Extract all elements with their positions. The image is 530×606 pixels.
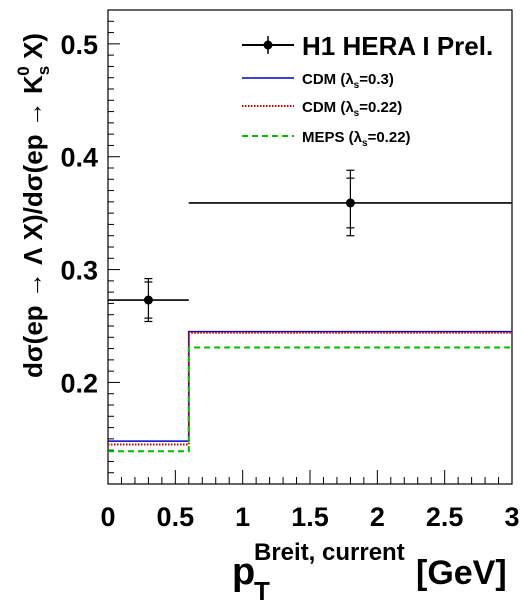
- x-axis-title-sup: Breit, current: [254, 539, 405, 566]
- model-line-1: [108, 331, 512, 446]
- model-lines: [108, 330, 512, 453]
- model-line-2: [108, 346, 512, 453]
- y-axis-title-sup: 0: [14, 66, 33, 75]
- y-tick-label: 0.3: [60, 256, 98, 286]
- y-tick-label: 0.4: [60, 143, 98, 173]
- y-minor-ticks: [108, 20, 120, 474]
- legend-marker-data: [263, 40, 273, 50]
- x-tick-label: 3: [504, 502, 519, 532]
- legend-label-data: H1 HERA I Prel.: [302, 31, 493, 61]
- y-axis-title: dσ(ep → Λ X)/dσ(ep → Ks0 X): [14, 33, 53, 378]
- x-tick-label: 1.5: [291, 502, 329, 532]
- x-axis-title-main: p: [232, 551, 255, 593]
- y-axis-title-main: dσ(ep → Λ X)/dσ(ep → K: [18, 75, 48, 378]
- x-minor-ticks: [107, 470, 513, 484]
- x-tick-label: 1: [235, 502, 250, 532]
- data-point: [345, 198, 355, 208]
- x-axis-title-sub: T: [254, 576, 270, 606]
- x-tick-label: 2.5: [426, 502, 464, 532]
- x-axis-title: p: [232, 551, 255, 593]
- x-tick-label: 2: [370, 502, 385, 532]
- legend: H1 HERA I Prel. CDM (λs=0.3) CDM (λs=0.2…: [242, 31, 493, 149]
- y-tick-label: 0.5: [60, 30, 98, 60]
- data-point: [143, 295, 153, 305]
- x-axis-title-unit: [GeV]: [416, 554, 507, 592]
- y-tick-labels: 0.2 0.3 0.4 0.5: [60, 30, 98, 399]
- x-tick-label: 0: [100, 502, 115, 532]
- y-tick-label: 0.2: [60, 368, 98, 398]
- x-tick-label: 0.5: [157, 502, 195, 532]
- legend-label-meps: MEPS (λs=0.22): [302, 129, 411, 149]
- y-axis-title-end: X): [18, 33, 48, 66]
- legend-label-cdm-03: CDM (λs=0.3): [302, 71, 394, 91]
- legend-label-cdm-022: CDM (λs=0.22): [302, 99, 402, 119]
- x-tick-labels: 0 0.5 1 1.5 2 2.5 3: [100, 502, 519, 532]
- data-points: [108, 169, 512, 323]
- y-axis-title-sub: s: [34, 66, 53, 75]
